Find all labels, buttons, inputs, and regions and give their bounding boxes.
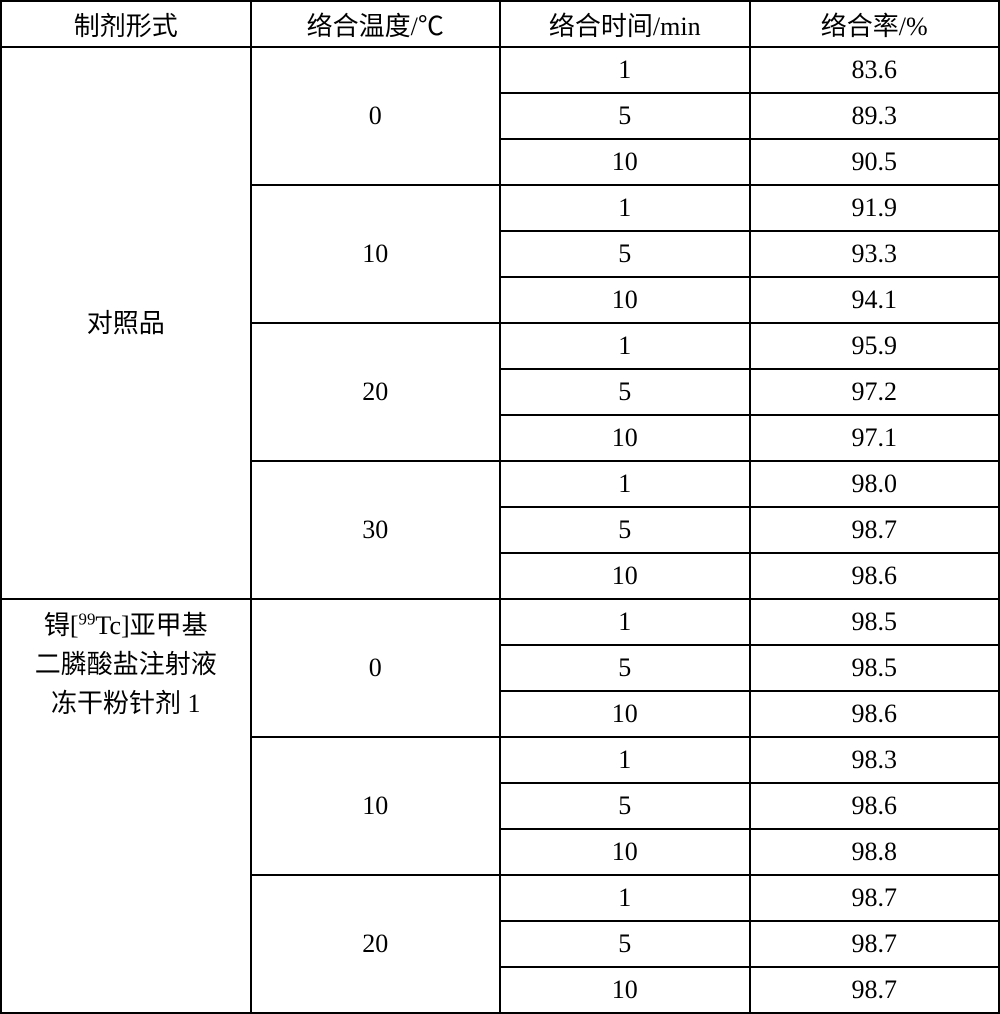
time-cell: 1 <box>500 47 750 93</box>
time-cell: 5 <box>500 645 750 691</box>
time-cell: 1 <box>500 461 750 507</box>
data-table-container: 制剂形式 络合温度/℃ 络合时间/min 络合率/% 对照品 0 1 83.6 … <box>0 0 1000 1014</box>
rate-cell: 94.1 <box>750 277 1000 323</box>
temp-cell: 0 <box>251 47 501 185</box>
time-cell: 10 <box>500 691 750 737</box>
group2-label: 锝[99Tc]亚甲基二膦酸盐注射液冻干粉针剂 1 <box>1 599 251 1013</box>
time-cell: 1 <box>500 599 750 645</box>
rate-cell: 93.3 <box>750 231 1000 277</box>
rate-cell: 95.9 <box>750 323 1000 369</box>
rate-cell: 97.2 <box>750 369 1000 415</box>
time-cell: 1 <box>500 737 750 783</box>
temp-cell: 10 <box>251 185 501 323</box>
time-cell: 5 <box>500 783 750 829</box>
rate-cell: 97.1 <box>750 415 1000 461</box>
temp-cell: 20 <box>251 323 501 461</box>
time-cell: 10 <box>500 139 750 185</box>
time-cell: 10 <box>500 967 750 1013</box>
rate-cell: 98.7 <box>750 921 1000 967</box>
rate-cell: 83.6 <box>750 47 1000 93</box>
rate-cell: 98.7 <box>750 507 1000 553</box>
table-row: 锝[99Tc]亚甲基二膦酸盐注射液冻干粉针剂 1 0 1 98.5 <box>1 599 999 645</box>
time-cell: 5 <box>500 369 750 415</box>
header-rate: 络合率/% <box>750 1 1000 47</box>
time-cell: 5 <box>500 507 750 553</box>
time-cell: 1 <box>500 875 750 921</box>
rate-cell: 98.5 <box>750 599 1000 645</box>
rate-cell: 98.6 <box>750 783 1000 829</box>
temp-cell: 20 <box>251 875 501 1013</box>
header-temp: 络合温度/℃ <box>251 1 501 47</box>
rate-cell: 98.5 <box>750 645 1000 691</box>
rate-cell: 98.7 <box>750 967 1000 1013</box>
temp-cell: 0 <box>251 599 501 737</box>
time-cell: 10 <box>500 829 750 875</box>
rate-cell: 90.5 <box>750 139 1000 185</box>
header-time: 络合时间/min <box>500 1 750 47</box>
rate-cell: 98.0 <box>750 461 1000 507</box>
rate-cell: 98.7 <box>750 875 1000 921</box>
chelation-table: 制剂形式 络合温度/℃ 络合时间/min 络合率/% 对照品 0 1 83.6 … <box>0 0 1000 1014</box>
header-row: 制剂形式 络合温度/℃ 络合时间/min 络合率/% <box>1 1 999 47</box>
time-cell: 5 <box>500 231 750 277</box>
time-cell: 10 <box>500 553 750 599</box>
group1-label: 对照品 <box>1 47 251 599</box>
time-cell: 5 <box>500 93 750 139</box>
header-form: 制剂形式 <box>1 1 251 47</box>
table-row: 对照品 0 1 83.6 <box>1 47 999 93</box>
rate-cell: 89.3 <box>750 93 1000 139</box>
time-cell: 1 <box>500 185 750 231</box>
time-cell: 1 <box>500 323 750 369</box>
rate-cell: 98.3 <box>750 737 1000 783</box>
rate-cell: 91.9 <box>750 185 1000 231</box>
time-cell: 10 <box>500 415 750 461</box>
time-cell: 10 <box>500 277 750 323</box>
rate-cell: 98.8 <box>750 829 1000 875</box>
temp-cell: 30 <box>251 461 501 599</box>
time-cell: 5 <box>500 921 750 967</box>
rate-cell: 98.6 <box>750 691 1000 737</box>
rate-cell: 98.6 <box>750 553 1000 599</box>
temp-cell: 10 <box>251 737 501 875</box>
